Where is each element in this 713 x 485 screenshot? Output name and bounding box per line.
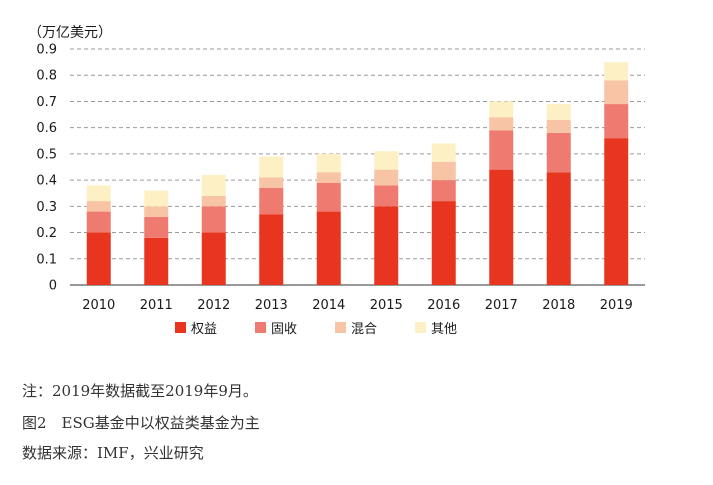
legend-label: 权益 xyxy=(191,322,218,337)
y-tick-labels: 0 0.1 0.2 0.3 0.4 0.5 0.6 0.7 0.8 0.9 xyxy=(36,43,57,294)
legend-swatch xyxy=(255,322,267,333)
bar-segment xyxy=(546,119,571,133)
bar-segment xyxy=(604,104,629,139)
bar-segment xyxy=(259,187,284,215)
y-tick-label: 0.9 xyxy=(36,43,57,58)
bar-segment xyxy=(201,174,226,196)
bar-segment xyxy=(431,161,456,181)
legend-label: 固收 xyxy=(271,322,298,337)
x-tick-label: 2014 xyxy=(312,298,345,313)
y-axis-unit-label: （万亿美元） xyxy=(28,25,112,41)
bar-segment xyxy=(86,185,111,202)
bar-segment xyxy=(86,232,111,285)
x-tick-label: 2015 xyxy=(370,298,403,313)
legend-swatch xyxy=(415,322,427,333)
bar-segment xyxy=(489,117,514,131)
bar-segment xyxy=(86,211,111,233)
legend-label: 混合 xyxy=(351,322,378,337)
legend: 权益 固收 混合 其他 xyxy=(175,318,495,337)
x-tick-label: 2016 xyxy=(427,298,460,313)
bar-segment xyxy=(604,138,629,285)
bar-segment xyxy=(374,151,399,170)
bar-segment xyxy=(259,214,284,285)
bar-segment xyxy=(201,232,226,285)
bar-segment xyxy=(431,180,456,202)
legend-item: 其他 xyxy=(415,318,457,337)
y-tick-label: 0.3 xyxy=(36,200,57,215)
x-tick-label: 2011 xyxy=(140,298,173,313)
bar-segment xyxy=(259,156,284,178)
legend-item: 固收 xyxy=(255,318,297,337)
bar-segment xyxy=(546,104,571,120)
stacked-bar-chart: （万亿美元） 0 0.1 0.2 0.3 0.4 0.5 0.6 0.7 0.8 0.9 2010… xyxy=(28,25,645,313)
y-tick-label: 0.2 xyxy=(36,226,57,241)
bar-segment xyxy=(604,80,629,105)
bar-segment xyxy=(144,206,169,217)
bar-segment xyxy=(604,62,629,81)
bar-segment xyxy=(431,143,456,162)
bar-segment xyxy=(316,172,341,183)
bar-segment xyxy=(144,216,169,238)
figure-caption: 图2 ESG基金中以权益类基金为主 xyxy=(22,414,260,432)
bar-segment xyxy=(144,190,169,207)
x-tick-label: 2010 xyxy=(82,298,115,313)
bar-segment xyxy=(374,206,399,285)
bar-segment xyxy=(201,206,226,233)
y-tick-label: 0.4 xyxy=(36,174,57,189)
legend-label: 其他 xyxy=(431,322,458,337)
note-caption: 注：2019年数据截至2019年9月。 xyxy=(22,382,258,400)
legend-swatch xyxy=(335,322,347,333)
legend-item: 混合 xyxy=(335,318,377,337)
bar-segment xyxy=(259,177,284,188)
bar-segment xyxy=(546,132,571,173)
legend-swatch xyxy=(175,322,186,333)
bar-segment xyxy=(374,185,399,207)
x-tick-label: 2013 xyxy=(255,298,288,313)
bar-segment xyxy=(86,201,111,212)
bar-segment xyxy=(374,169,399,186)
bar-segment xyxy=(489,130,514,170)
y-tick-label: 0.8 xyxy=(36,69,57,84)
bar-segment xyxy=(489,169,514,285)
bar-segment xyxy=(316,182,341,212)
y-tick-label: 0.6 xyxy=(36,121,57,136)
bar-segment xyxy=(316,211,341,285)
bar-segment xyxy=(201,195,226,207)
bars xyxy=(86,62,629,285)
bar-segment xyxy=(144,237,169,285)
y-tick-label: 0.1 xyxy=(36,252,57,267)
x-tick-label: 2018 xyxy=(542,298,575,313)
bar-segment xyxy=(431,201,456,285)
bar-segment xyxy=(546,172,571,285)
legend-item: 权益 xyxy=(175,318,217,337)
y-tick-label: 0.5 xyxy=(36,147,57,162)
y-tick-label: 0 xyxy=(49,279,57,294)
source-caption: 数据来源：IMF，兴业研究 xyxy=(22,444,204,462)
x-tick-label: 2017 xyxy=(485,298,518,313)
bar-segment xyxy=(489,101,514,118)
x-tick-label: 2012 xyxy=(197,298,230,313)
x-tick-label: 2019 xyxy=(600,298,633,313)
bar-segment xyxy=(316,153,341,173)
x-tick-labels: 2010 2011 2012 2013 2014 2015 2016 2017 2018 2019 xyxy=(82,298,633,313)
y-tick-label: 0.7 xyxy=(36,95,57,110)
